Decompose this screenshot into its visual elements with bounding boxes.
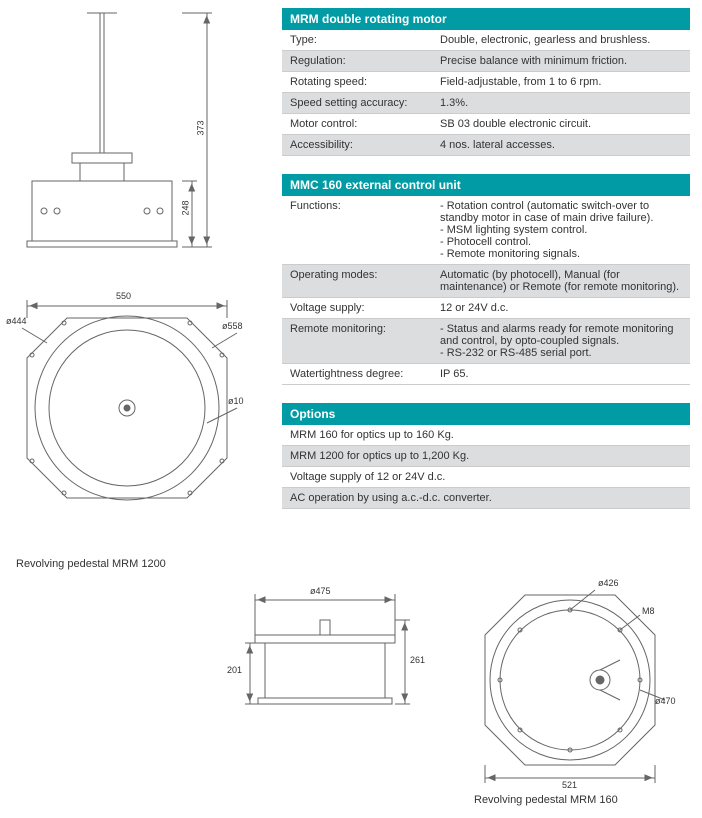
diagram-mrm1200-top: 550 ø444 ø558 ø10: [12, 288, 264, 548]
table-row: MRM 1200 for optics up to 1,200 Kg.: [282, 446, 690, 467]
table-row: Motor control:SB 03 double electronic ci…: [282, 114, 690, 135]
dim-373: 373: [196, 120, 206, 135]
dim-d470: ø470: [655, 696, 676, 706]
table-mmc: MMC 160 external control unit Functions:…: [282, 174, 690, 385]
table-row: Remote monitoring:- Status and alarms re…: [282, 319, 690, 364]
diagram-mrm160-top: ø426 M8 ø470 521: [470, 580, 680, 790]
table-row: MRM 160 for optics up to 160 Kg.: [282, 425, 690, 446]
dim-521: 521: [562, 780, 577, 790]
dim-d444: ø444: [6, 316, 27, 326]
caption-mrm160: Revolving pedestal MRM 160: [474, 794, 680, 806]
dim-201: 201: [227, 665, 242, 675]
table-row: AC operation by using a.c.-d.c. converte…: [282, 488, 690, 509]
table-row: Speed setting accuracy:1.3%.: [282, 93, 690, 114]
dim-d558: ø558: [222, 321, 243, 331]
table-row: Voltage supply of 12 or 24V d.c.: [282, 467, 690, 488]
table-motor-header: MRM double rotating motor: [282, 8, 690, 30]
dim-d475: ø475: [310, 586, 331, 596]
table-row: Rotating speed:Field-adjustable, from 1 …: [282, 72, 690, 93]
table-row: Functions:- Rotation control (automatic …: [282, 196, 690, 265]
table-row: Accessibility:4 nos. lateral accesses.: [282, 135, 690, 156]
table-motor: MRM double rotating motor Type:Double, e…: [282, 8, 690, 156]
table-row: Type:Double, electronic, gearless and br…: [282, 30, 690, 51]
caption-mrm1200: Revolving pedestal MRM 1200: [16, 558, 264, 570]
dim-d426: ø426: [598, 578, 619, 588]
table-row: Regulation:Precise balance with minimum …: [282, 51, 690, 72]
dim-m8: M8: [642, 606, 655, 616]
dim-d10: ø10: [228, 396, 244, 406]
table-options: Options MRM 160 for optics up to 160 Kg.…: [282, 403, 690, 509]
dim-261: 261: [410, 655, 425, 665]
table-row: Operating modes:Automatic (by photocell)…: [282, 265, 690, 298]
diagram-mrm160-side: ø475 201 261: [210, 580, 430, 750]
table-row: Watertightness degree:IP 65.: [282, 364, 690, 385]
dim-550: 550: [116, 291, 131, 301]
table-options-header: Options: [282, 403, 690, 425]
diagram-mrm1200-side: 248 373: [12, 8, 264, 278]
dim-248: 248: [181, 200, 191, 215]
table-row: Voltage supply:12 or 24V d.c.: [282, 298, 690, 319]
table-mmc-header: MMC 160 external control unit: [282, 174, 690, 196]
